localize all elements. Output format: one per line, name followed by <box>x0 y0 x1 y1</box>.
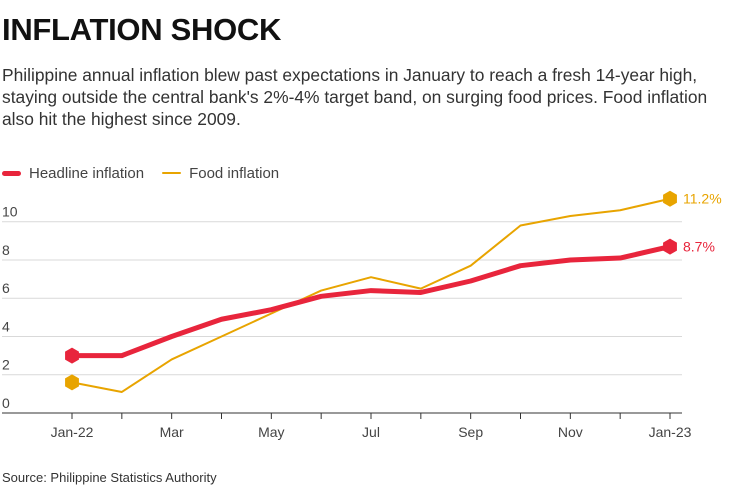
chart-subtitle: Philippine annual inflation blew past ex… <box>2 65 708 129</box>
legend-swatch-headline <box>2 170 21 176</box>
chart-title: INFLATION SHOCK <box>2 12 282 47</box>
y-tick-label-10: 10 <box>2 204 18 220</box>
end-label-headline: 8.7% <box>683 239 715 255</box>
x-tick-label-0: Jan-22 <box>51 424 94 440</box>
series-marker-headline-start <box>65 347 79 364</box>
legend-label-headline: Headline inflation <box>29 164 145 182</box>
series-line-food <box>71 197 671 393</box>
series-line-headline <box>69 244 673 359</box>
x-tick-label-8: Sep <box>458 424 483 440</box>
x-tick-label-2: Mar <box>160 424 184 440</box>
source-note: Source: Philippine Statistics Authority <box>2 470 217 485</box>
x-tick-label-6: Jul <box>362 424 380 440</box>
x-tick-label-12: Jan-23 <box>649 424 692 440</box>
y-tick-label-6: 6 <box>2 280 10 296</box>
y-tick-label-0: 0 <box>2 395 10 411</box>
y-tick-label-2: 2 <box>2 357 10 373</box>
series-marker-food-start <box>65 374 79 391</box>
x-tick-label-10: Nov <box>558 424 583 440</box>
x-tick-label-4: May <box>258 424 284 440</box>
legend: Headline inflation Food inflation <box>2 163 297 183</box>
legend-item-headline: Headline inflation <box>2 165 144 182</box>
legend-item-food: Food inflation <box>162 165 279 182</box>
series-marker-headline-end <box>663 238 677 255</box>
y-tick-label-4: 4 <box>2 318 10 334</box>
y-tick-label-8: 8 <box>2 242 10 258</box>
legend-swatch-food <box>162 172 182 174</box>
legend-label-food: Food inflation <box>189 164 280 182</box>
end-label-food: 11.2% <box>683 191 722 207</box>
series-marker-food-end <box>663 190 677 207</box>
line-chart: 0 2 4 6 8 10 Jan-22 Mar May Jul Sep Nov Jan-23 11.2% 8… <box>2 190 722 440</box>
